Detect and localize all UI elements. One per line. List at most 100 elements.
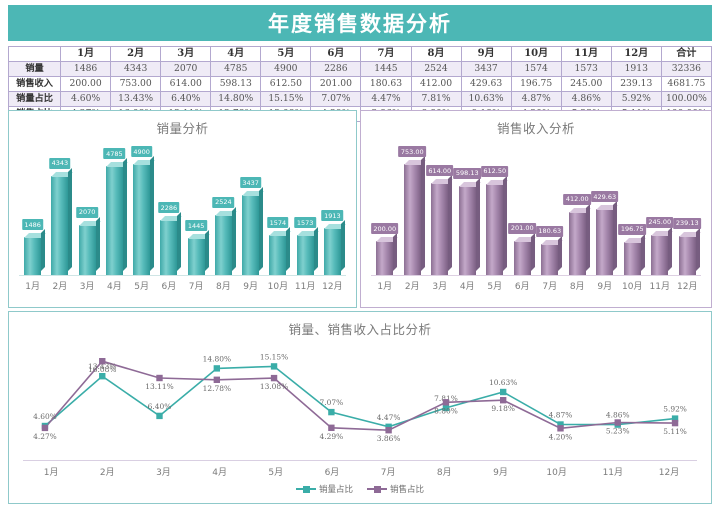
x-axis-tick-label: 6月 [161, 282, 177, 292]
table-cell: 100.00% [660, 91, 713, 107]
bar-slot: 2524 [211, 137, 237, 275]
bar-slot: 245.00 [645, 137, 674, 275]
legend-swatch-icon [295, 485, 316, 493]
x-axis-tick-label: 4月 [212, 468, 227, 478]
x-axis-labels-revenue: 1月 2月 3月 4月 5月 6月 7月 8月 9月 10月 11月 12月 [371, 276, 701, 292]
bar-face [541, 235, 564, 275]
bar: 3437 [239, 177, 265, 275]
chart-legend-ratio: 销量占比 销售占比 [9, 478, 711, 495]
legend-label: 销量占比 [318, 485, 353, 495]
x-axis-tick-label: 9月 [243, 282, 258, 292]
bar-value-label: 4900 [130, 146, 153, 157]
bar-slot: 4785 [102, 137, 128, 275]
table-cell: 4.87% [510, 91, 562, 107]
bar-value-label: 4343 [49, 157, 71, 169]
line-value-label: 16.08% [88, 365, 116, 374]
bar-side-face [340, 220, 345, 271]
bar-value-label: 614.00 [425, 165, 454, 177]
line-data-marker [156, 412, 163, 420]
bar-slot: 180.63 [535, 137, 564, 275]
chart-title-ratio-analysis: 销量、销售收入占比分析 [288, 322, 432, 337]
x-axis-tick-label: 9月 [493, 468, 508, 478]
bar-slot: 412.00 [563, 137, 592, 275]
x-axis-tick-label: 5月 [134, 282, 149, 292]
bar-face [678, 227, 701, 275]
x-axis-tick-label: 3月 [432, 282, 448, 292]
table-cell: 200.00 [60, 76, 112, 92]
bar-slot: 239.13 [673, 137, 702, 275]
table-col-header: 7月 [360, 46, 412, 62]
bar: 1913 [321, 210, 346, 275]
bar: 200.00 [370, 223, 399, 275]
line-data-marker [385, 427, 392, 434]
table-cell: 4.86% [560, 91, 612, 107]
x-axis-tick-label: 1月 [25, 282, 40, 292]
bar: 1573 [294, 217, 319, 275]
table-cell: 180.63 [360, 76, 412, 92]
x-axis-tick-label: 5月 [487, 282, 503, 292]
bar-face [596, 201, 619, 275]
chart-panel-sales-revenue: 销售收入分析 200.00 753.00 614.00 598.13 612.50 201… [360, 110, 712, 308]
x-axis-line-sales [19, 275, 346, 276]
line-data-marker [213, 365, 221, 372]
bar: 2286 [158, 202, 183, 275]
bar-face [133, 156, 156, 275]
line-data-marker [442, 404, 450, 412]
table-cell: 612.50 [260, 76, 312, 92]
bar-face [24, 229, 47, 275]
x-axis-tick-label: 10月 [546, 468, 567, 478]
x-axis-tick-label: 4月 [459, 282, 475, 292]
table-cell: 1913 [610, 61, 662, 77]
table-cell: 3437 [460, 61, 512, 77]
table-row-header: 销量占比 [7, 91, 62, 107]
bar-side-face [286, 227, 291, 271]
chart-panel-sales-volume: 销量分析 1486 4343 2070 4785 4900 2286 1445 2524 343… [8, 110, 357, 308]
legend-item-revenue-ratio[interactable]: 销售占比 [367, 483, 424, 495]
page-title: 年度销售数据分析 [268, 12, 452, 36]
x-axis-tick-label: 5月 [268, 468, 284, 478]
legend-swatch-icon [367, 485, 387, 493]
bar-face [187, 230, 210, 275]
line-value-label: 4.20% [549, 432, 573, 441]
table-cell: 7.07% [310, 91, 362, 107]
table-cell: 753.00 [110, 76, 162, 92]
bar-side-face [150, 156, 155, 271]
bar-slot: 1486 [21, 137, 47, 275]
bar-face [376, 233, 399, 275]
line-data-marker [671, 415, 679, 422]
x-axis-labels-ratio: 1月 2月 3月 4月 5月 6月 7月 8月 9月 10月 11月 12月 [23, 461, 697, 478]
x-axis-tick-label: 10月 [267, 282, 289, 292]
x-axis-tick-label: 2月 [99, 468, 115, 478]
x-axis-line-ratio [23, 460, 697, 461]
bar-value-label: 3437 [239, 177, 262, 189]
x-axis-tick-label: 6月 [324, 468, 340, 478]
table-col-header: 4月 [210, 46, 262, 62]
bar-side-face [393, 233, 398, 271]
bar-side-face [204, 230, 209, 271]
table-cell: 6.40% [160, 91, 212, 107]
line-data-marker [156, 374, 163, 382]
bar: 2070 [76, 206, 101, 275]
bar: 2524 [212, 196, 237, 275]
table-row-header: 销售收入 [7, 76, 62, 92]
legend-item-volume-ratio[interactable]: 销量占比 [295, 483, 353, 495]
line-value-label: 5.11% [663, 427, 687, 436]
bar-slot: 201.00 [508, 137, 537, 275]
x-axis-tick-label: 7月 [380, 468, 396, 478]
bar-value-label: 196.75 [618, 223, 647, 235]
line-value-label: 13.11% [145, 382, 173, 391]
line-data-marker [499, 397, 507, 404]
bar-face [214, 206, 237, 275]
table-col-header: 1月 [60, 46, 112, 62]
table-cell: 4785 [210, 61, 262, 77]
line-data-marker [328, 408, 335, 416]
bar: 4343 [49, 157, 74, 275]
table-cell: 201.00 [310, 76, 362, 92]
x-axis-line-revenue [371, 275, 701, 276]
bar-value-label: 2070 [76, 206, 98, 218]
bar-side-face [231, 206, 236, 271]
bar-face [486, 175, 509, 275]
x-axis-tick-label: 7月 [188, 282, 204, 292]
table-cell: 13.43% [110, 91, 162, 107]
bar-value-label: 1913 [321, 210, 344, 222]
